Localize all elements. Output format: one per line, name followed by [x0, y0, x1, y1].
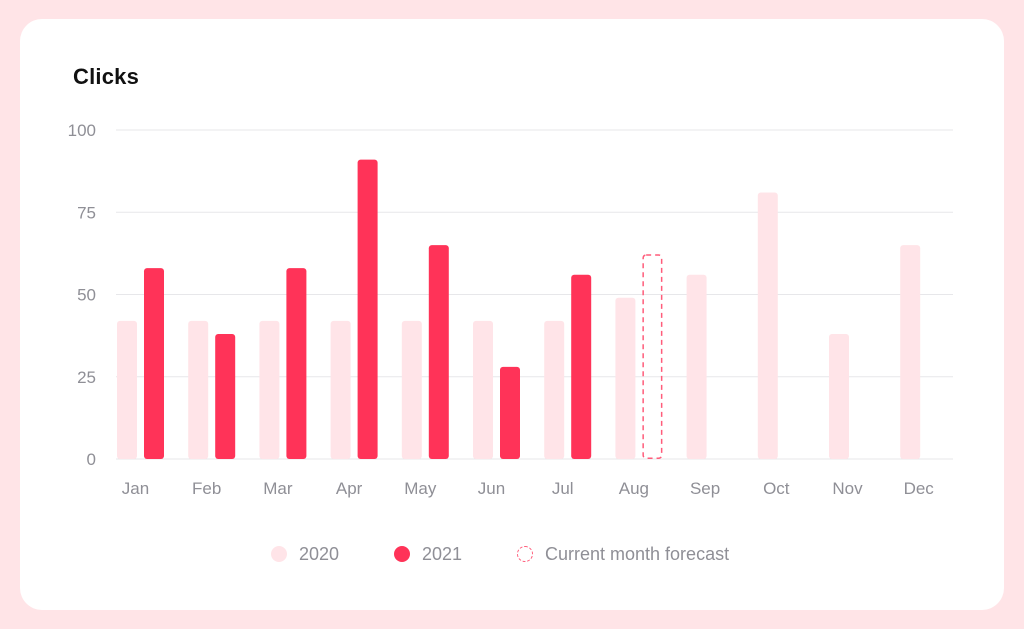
bar-2020-sep[interactable] [686, 274, 707, 459]
legend-label-2021: 2021 [422, 543, 463, 564]
bar-forecast-aug[interactable] [642, 254, 663, 459]
y-tick-label: 0 [87, 450, 96, 469]
bar-2021-mar[interactable] [286, 268, 307, 459]
x-axis-ticks: Jan Feb Mar Apr May Jun Jul Aug Sep Oct Nov Dec [122, 479, 935, 498]
y-tick-label: 50 [77, 286, 96, 305]
bar-2021-feb[interactable] [215, 333, 236, 459]
chart-title: Clicks [73, 64, 140, 89]
grid-lines [116, 129, 953, 460]
bar-2020-jan[interactable] [117, 320, 137, 459]
legend-item-2020[interactable]: 2020 [271, 540, 339, 568]
bar-2021-jan[interactable] [144, 268, 164, 459]
bar-2020-jun[interactable] [473, 320, 493, 459]
legend-label-2020: 2020 [299, 543, 340, 564]
chart-legend: 2020 2021 Current month forecast [0, 540, 1024, 570]
legend-label-forecast: Current month forecast [545, 543, 730, 564]
bar-2020-aug[interactable] [615, 297, 636, 459]
legend-swatch-2020 [271, 546, 287, 562]
y-axis-ticks: 0 25 50 75 100 [68, 121, 96, 469]
x-tick-label-dec: Dec [904, 479, 935, 498]
bar-2021-may[interactable] [428, 245, 449, 459]
bar-2020-mar[interactable] [259, 320, 280, 459]
x-tick-label-oct: Oct [763, 479, 790, 498]
x-tick-label-may: May [404, 479, 437, 498]
chart-card [20, 19, 1004, 610]
legend-item-forecast[interactable]: Current month forecast [517, 540, 729, 568]
bar-2020-jul[interactable] [544, 320, 565, 459]
bar-2020-apr[interactable] [330, 320, 351, 459]
x-tick-label-nov: Nov [832, 479, 863, 498]
bar-2020-dec[interactable] [900, 245, 921, 459]
x-tick-label-mar: Mar [263, 479, 293, 498]
x-tick-label-jun: Jun [478, 479, 505, 498]
bar-2020-nov[interactable] [829, 333, 849, 459]
bars [117, 159, 921, 460]
y-tick-label: 75 [77, 203, 96, 222]
bar-2021-jun[interactable] [500, 366, 520, 459]
legend-swatch-2021 [394, 546, 410, 562]
x-tick-label-apr: Apr [336, 479, 363, 498]
x-tick-label-jul: Jul [552, 479, 574, 498]
bar-2020-feb[interactable] [188, 320, 209, 459]
y-tick-label: 100 [68, 121, 96, 140]
bar-2021-apr[interactable] [357, 159, 378, 460]
legend-item-2021[interactable]: 2021 [394, 540, 462, 568]
x-tick-label-aug: Aug [619, 479, 649, 498]
x-tick-label-sep: Sep [690, 479, 720, 498]
y-tick-label: 25 [77, 368, 96, 387]
bar-2021-jul[interactable] [571, 274, 592, 459]
x-tick-label-jan: Jan [122, 479, 149, 498]
bar-2020-oct[interactable] [757, 192, 778, 459]
legend-swatch-forecast [517, 546, 533, 562]
x-tick-label-feb: Feb [192, 479, 221, 498]
bar-2020-may[interactable] [401, 320, 422, 459]
